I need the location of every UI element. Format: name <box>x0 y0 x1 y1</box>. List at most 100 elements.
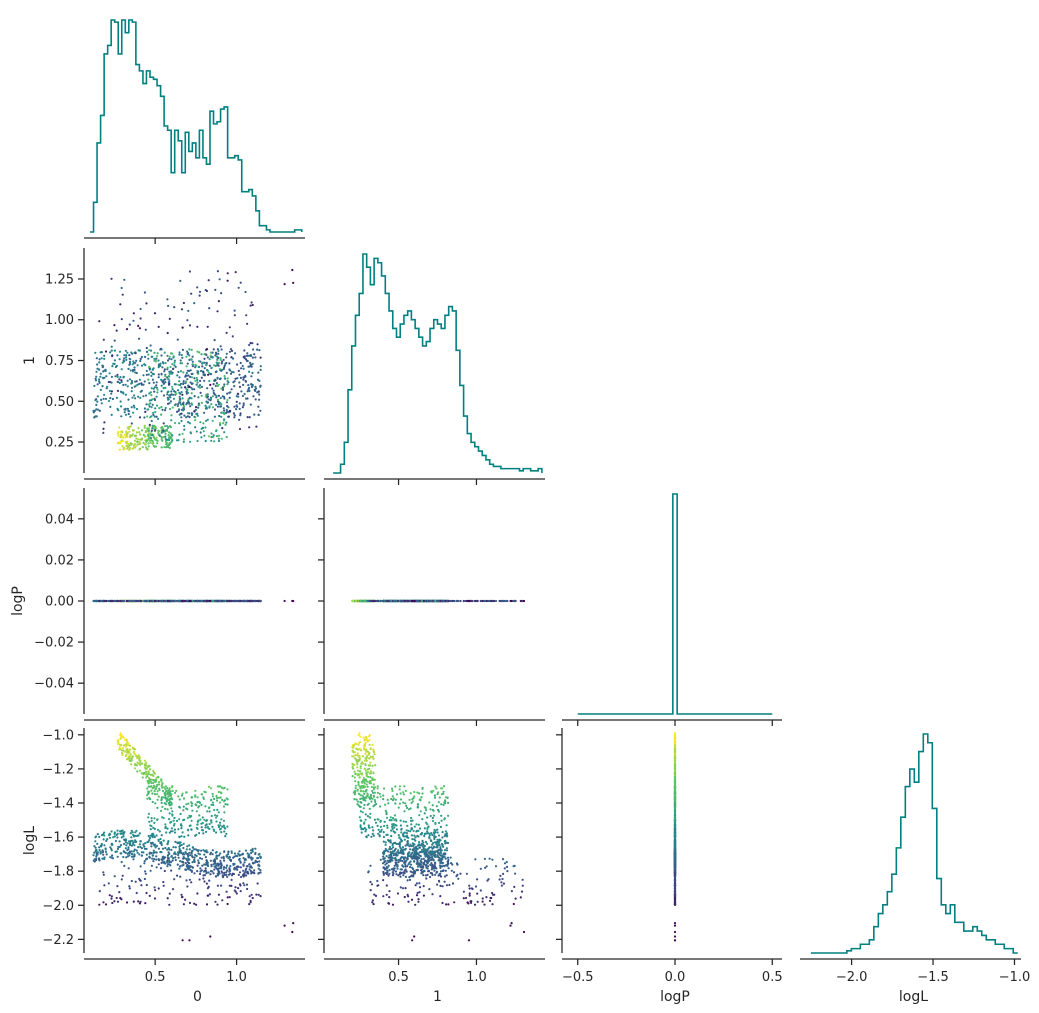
scatter-point <box>216 796 219 800</box>
y-tick-label: −1.8 <box>42 865 74 880</box>
scatter-point <box>239 866 242 869</box>
scatter-point <box>156 352 159 355</box>
scatter-point <box>157 366 160 369</box>
scatter-point <box>164 375 167 378</box>
scatter-point <box>226 825 229 828</box>
scatter-point <box>130 382 133 385</box>
scatter-point <box>226 377 229 380</box>
scatter-point <box>215 394 218 397</box>
scatter-point <box>152 779 155 782</box>
scatter-point <box>171 434 174 437</box>
scatter-point <box>197 862 200 865</box>
scatter-point <box>169 432 172 435</box>
scatter-point <box>132 444 135 447</box>
scatter-point <box>129 369 132 372</box>
scatter-point <box>225 435 228 439</box>
scatter-point <box>248 868 251 871</box>
scatter-point <box>118 840 121 843</box>
scatter-point <box>164 386 167 389</box>
scatter-point <box>164 381 167 384</box>
scatter-point <box>223 866 226 869</box>
scatter-point <box>180 353 183 357</box>
scatter-point <box>195 810 198 813</box>
scatter-point <box>199 857 202 860</box>
scatter-point <box>136 770 139 773</box>
scatter-point <box>500 599 503 603</box>
scatter-point <box>138 378 141 381</box>
scatter-point <box>152 381 155 384</box>
scatter-point <box>176 410 179 413</box>
scatter-point <box>201 426 205 429</box>
scatter-point <box>180 386 183 389</box>
scatter-point <box>110 413 113 416</box>
scatter-point <box>439 599 442 603</box>
scatter-point <box>126 855 129 858</box>
scatter-point <box>196 286 199 289</box>
scatter-point <box>101 385 104 388</box>
scatter-point <box>233 314 236 317</box>
scatter-point <box>160 809 163 813</box>
scatter-point <box>147 776 151 780</box>
scatter-point <box>180 827 183 830</box>
scatter-point <box>141 776 144 779</box>
scatter-point <box>130 763 133 766</box>
scatter-point <box>189 824 192 827</box>
scatter-point <box>206 810 209 813</box>
scatter-point <box>181 356 184 359</box>
scatter-point <box>219 358 222 361</box>
scatter-point <box>170 827 173 830</box>
scatter-point <box>150 355 153 358</box>
scatter-point <box>143 291 146 294</box>
scatter-point <box>94 377 97 380</box>
scatter-point <box>194 426 197 429</box>
scatter-point <box>109 397 112 400</box>
scatter-point <box>243 861 246 864</box>
scatter-point <box>156 404 159 407</box>
scatter-point <box>113 835 116 838</box>
scatter-point <box>212 435 215 438</box>
scatter-point <box>108 832 111 835</box>
scatter-point <box>183 424 186 428</box>
scatter-point <box>237 873 240 877</box>
scatter-point <box>140 382 143 385</box>
scatter-point <box>230 356 233 359</box>
scatter-point <box>130 386 134 389</box>
scatter-point <box>190 852 193 855</box>
scatter-point <box>209 383 212 386</box>
scatter-point <box>108 372 111 375</box>
scatter-point <box>292 599 295 603</box>
scatter-point <box>166 445 169 448</box>
scatter-point <box>241 364 244 368</box>
scatter-point <box>243 349 246 352</box>
scatter-point <box>244 599 247 603</box>
scatter-point <box>255 893 258 896</box>
scatter-point <box>98 320 101 323</box>
scatter-point <box>238 381 241 384</box>
scatter-point <box>110 830 113 833</box>
scatter-point <box>168 431 171 434</box>
scatter-point <box>196 350 199 353</box>
scatter-point <box>138 832 141 835</box>
scatter-point <box>152 387 155 390</box>
scatter-point <box>150 817 153 820</box>
scatter-point <box>116 836 119 839</box>
scatter-point <box>142 843 145 847</box>
scatter-point <box>213 858 216 861</box>
scatter-point <box>181 599 184 603</box>
scatter-point <box>216 270 219 273</box>
scatter-point <box>169 370 173 373</box>
scatter-point <box>246 865 249 868</box>
scatter-point <box>100 398 103 401</box>
histogram-logP <box>577 493 773 715</box>
scatter-point <box>221 874 224 877</box>
scatter-point <box>159 347 163 350</box>
scatter-point <box>201 816 204 819</box>
scatter-point <box>176 404 179 408</box>
scatter-point <box>216 599 219 603</box>
scatter-point <box>165 443 168 446</box>
scatter-point <box>128 354 131 357</box>
scatter-point <box>164 796 167 799</box>
scatter-point <box>238 373 241 376</box>
scatter-point <box>173 361 176 364</box>
scatter-point <box>103 599 106 603</box>
